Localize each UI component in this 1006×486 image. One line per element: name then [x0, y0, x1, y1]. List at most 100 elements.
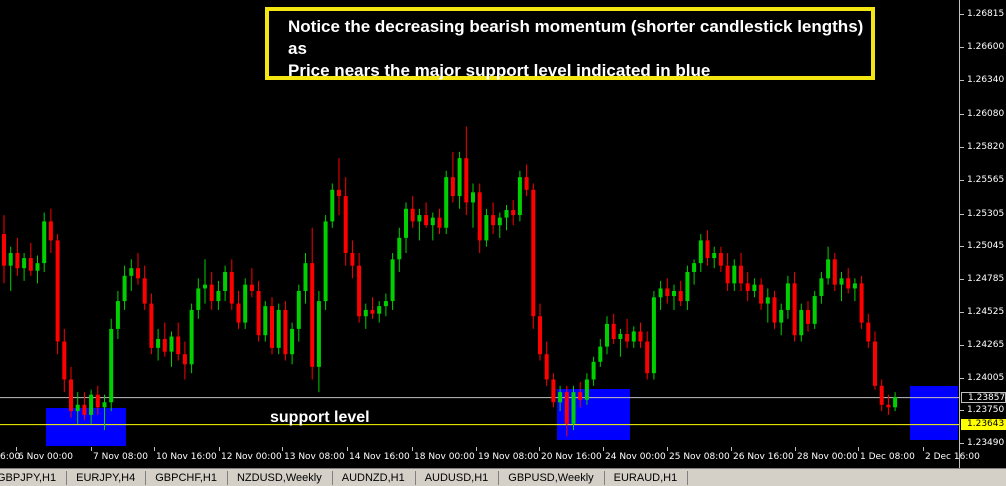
- price-tick-label: 1.23490: [960, 438, 1006, 449]
- candle-body: [270, 306, 274, 348]
- candle-body: [631, 331, 636, 342]
- candle-body: [477, 192, 482, 241]
- candle-body: [162, 339, 167, 352]
- time-tick-label: 25 Nov 08:00: [667, 447, 730, 462]
- chart-tab-eurjpy-h4[interactable]: EURJPY,H4: [67, 470, 147, 485]
- time-tick-label: 12 Nov 00:00: [219, 447, 282, 462]
- candle-body: [203, 284, 207, 289]
- candle-body: [8, 253, 13, 266]
- chart-tab-gbpjpy-h1[interactable]: GBPJPY,H1: [0, 470, 68, 485]
- candle-body: [665, 288, 670, 297]
- time-tick-label: 24 Nov 00:00: [603, 447, 666, 462]
- candle-body: [491, 215, 496, 226]
- candle-body: [718, 253, 723, 266]
- candle-body: [806, 309, 810, 324]
- candle-body: [852, 283, 857, 289]
- candle-body: [651, 297, 656, 374]
- candle-body: [363, 309, 368, 317]
- candle-body: [712, 253, 717, 259]
- candle-body: [75, 404, 80, 412]
- candle-body: [698, 240, 703, 264]
- candlestick-chart[interactable]: [0, 0, 959, 468]
- candle-body: [564, 392, 569, 424]
- candle-body: [437, 217, 442, 228]
- candle-body: [584, 379, 589, 400]
- candle-body: [879, 385, 884, 405]
- price-tick-label: 1.26815: [960, 9, 1006, 20]
- candle-body: [276, 309, 281, 348]
- candle-body: [812, 296, 817, 324]
- chart-tab-bar: GBPJPY,H1 EURJPY,H4 GBPCHF,H1 NZDUSD,Weekly…: [0, 468, 1006, 486]
- chart-tab-audnzd-h1[interactable]: AUDNZD,H1: [333, 470, 416, 485]
- candle-body: [156, 339, 161, 348]
- chart-tab-audusd-h1[interactable]: AUDUSD,H1: [416, 470, 500, 485]
- candle-body: [223, 272, 228, 291]
- candle-body: [692, 263, 697, 272]
- price-tick-label: 1.24265: [960, 340, 1006, 351]
- chart-tab-euraud-h1[interactable]: EURAUD,H1: [605, 470, 689, 485]
- candle-body: [370, 309, 375, 314]
- candle-body: [196, 288, 201, 310]
- candle-body: [417, 215, 422, 222]
- support-zone-3: [910, 386, 958, 440]
- time-tick-label: 13 Nov 08:00: [282, 447, 345, 462]
- candle-body: [263, 306, 268, 336]
- candle-body: [109, 328, 114, 403]
- candle-body: [149, 303, 154, 348]
- price-tick-label: 1.24005: [960, 373, 1006, 384]
- candle-body: [82, 404, 87, 415]
- candle-body: [551, 379, 556, 403]
- candle-body: [705, 240, 710, 259]
- time-tick-label: 14 Nov 16:00: [347, 447, 410, 462]
- price-tick-label: 1.24785: [960, 274, 1006, 285]
- candle-body: [337, 189, 341, 197]
- candle-body: [450, 177, 455, 197]
- candle-body: [497, 217, 502, 226]
- candle-body: [504, 210, 509, 218]
- candle-body: [544, 354, 549, 380]
- candle-body: [598, 346, 603, 362]
- price-tick-label: 1.26340: [960, 75, 1006, 86]
- chart-tab-nzdusd-weekly[interactable]: NZDUSD,Weekly: [228, 470, 333, 485]
- price-tick-label: 1.26080: [960, 109, 1006, 120]
- time-tick-label: 20 Nov 16:00: [539, 447, 602, 462]
- candle-body: [42, 221, 47, 264]
- candle-body: [605, 323, 609, 347]
- candle-body: [323, 221, 328, 302]
- candle-body: [558, 392, 563, 403]
- chart-tab-gbpusd-weekly[interactable]: GBPUSD,Weekly: [499, 470, 605, 485]
- candle-body: [169, 336, 174, 352]
- candle-body: [785, 283, 790, 310]
- current-price-badge: 1.23857: [961, 392, 1006, 404]
- time-axis[interactable]: 6:00 6 Nov 00:00 7 Nov 08:00 10 Nov 16:00 12…: [0, 447, 980, 468]
- candle-body: [316, 301, 321, 367]
- candle-body: [745, 283, 750, 291]
- candle-body: [826, 259, 831, 279]
- candle-body: [765, 297, 770, 304]
- candle-body: [229, 272, 234, 304]
- time-tick-label: 6 Nov 00:00: [16, 447, 73, 462]
- candle-body: [752, 284, 757, 291]
- annotation-line-1: Notice the decreasing bearish momentum (…: [288, 17, 864, 58]
- candle-body: [517, 177, 522, 216]
- candle-body: [424, 215, 429, 226]
- candle-body: [236, 303, 241, 323]
- chart-tab-gbpchf-h1[interactable]: GBPCHF,H1: [146, 470, 228, 485]
- candle-body: [618, 333, 623, 340]
- candle-body: [725, 265, 730, 284]
- candle-body: [739, 265, 743, 284]
- candle-body: [430, 217, 435, 226]
- price-scale[interactable]: 1.26815 1.26600 1.26340 1.26080 1.25820 1.255…: [959, 0, 1006, 468]
- candle-body: [390, 259, 395, 302]
- candle-body: [759, 284, 764, 304]
- time-tick-label: 7 Nov 08:00: [91, 447, 148, 462]
- candle-body: [591, 361, 596, 380]
- candle-body: [136, 268, 140, 279]
- candle-body: [444, 177, 449, 228]
- annotation-box: Notice the decreasing bearish momentum (…: [265, 7, 875, 80]
- candle-body: [122, 275, 127, 302]
- candle-body: [625, 333, 630, 342]
- candle-body: [22, 258, 27, 269]
- candle-body: [48, 221, 53, 241]
- candle-body: [846, 278, 851, 289]
